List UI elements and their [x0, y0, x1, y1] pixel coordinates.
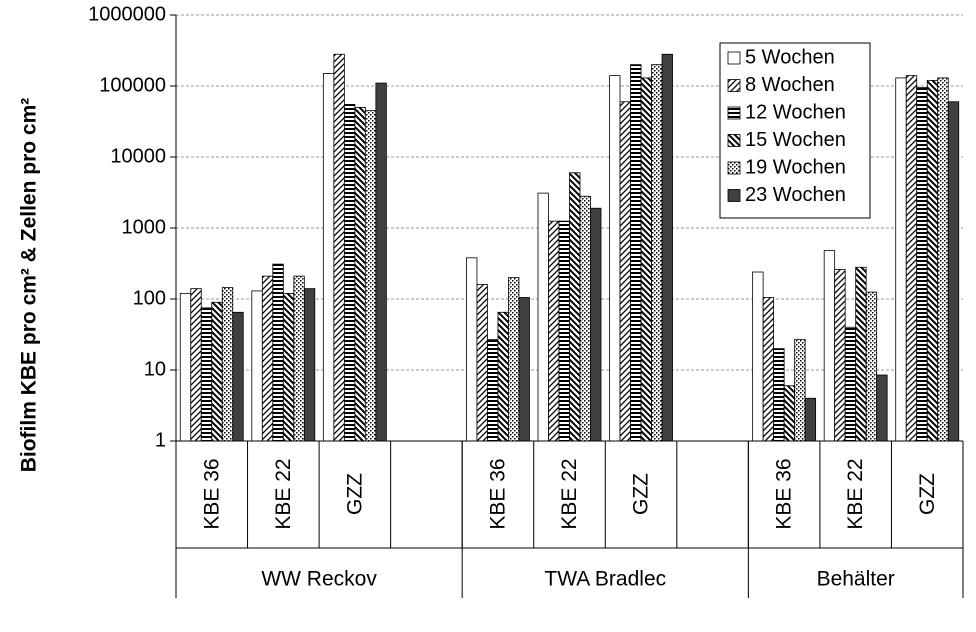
bar [783, 385, 796, 442]
bar [364, 110, 377, 442]
bar [937, 77, 949, 442]
bar [508, 277, 520, 442]
bar [773, 348, 785, 442]
bar [272, 263, 284, 442]
bar [794, 338, 806, 442]
bar [844, 326, 857, 442]
bar [200, 307, 213, 442]
bar [579, 195, 591, 442]
y-tick-label: 10000 [110, 145, 166, 167]
legend-swatch [727, 79, 741, 92]
group-label: TWA Bradlec [544, 568, 666, 591]
bar [609, 75, 621, 442]
bar [293, 275, 305, 442]
bar [558, 220, 570, 442]
bar [354, 106, 366, 442]
bar [855, 266, 867, 442]
y-tick-label: 1 [155, 429, 166, 451]
bar [476, 284, 488, 442]
bar [375, 82, 387, 442]
bar [865, 291, 878, 442]
x-tick-label: KBE 22 [844, 458, 867, 529]
y-tick-label: 1000 [122, 216, 167, 238]
legend-swatch [727, 106, 741, 120]
x-tick-label: GZZ [343, 473, 366, 515]
bar [303, 288, 316, 442]
x-tick-label: GZZ [630, 473, 653, 515]
bar [322, 73, 335, 442]
x-tick-label: KBE 22 [558, 458, 581, 529]
bar [590, 207, 602, 442]
bar [752, 271, 764, 442]
bar [343, 104, 356, 442]
bar [190, 288, 202, 442]
group-label: WW Reckov [261, 568, 377, 591]
group-label: Behälter [817, 568, 895, 591]
y-tick-label: 1000000 [88, 3, 166, 25]
bar [282, 292, 295, 442]
bar [548, 220, 560, 442]
y-tick-label: 100000 [99, 74, 166, 96]
bar [487, 338, 499, 442]
bar [926, 79, 939, 442]
legend-label: 23 Wochen [745, 184, 846, 206]
bar [251, 290, 263, 442]
legend-box [719, 42, 871, 219]
bar [895, 77, 907, 442]
bar [518, 297, 530, 442]
bar [640, 77, 652, 442]
x-tick-label: KBE 36 [487, 458, 510, 529]
bar [179, 292, 192, 442]
legend-swatch [727, 134, 741, 147]
bar [211, 301, 223, 442]
legend-label: 19 Wochen [745, 156, 846, 178]
x-tick-label: GZZ [916, 473, 939, 515]
bar [232, 311, 244, 442]
legend-label: 15 Wochen [745, 129, 846, 151]
bar [630, 64, 642, 442]
bar [947, 101, 960, 442]
bar [834, 269, 846, 442]
bar [333, 53, 345, 442]
bar [876, 374, 888, 442]
legend-swatch [727, 51, 741, 65]
x-tick-label: KBE 36 [200, 458, 223, 529]
bar [905, 75, 918, 442]
bar [619, 101, 631, 442]
bar [804, 397, 817, 442]
legend-label: 12 Wochen [745, 101, 846, 123]
bar [466, 257, 478, 442]
bar [916, 87, 928, 442]
bar [661, 53, 673, 442]
x-tick-label: KBE 22 [272, 458, 295, 529]
legend-swatch [727, 161, 741, 175]
bar [261, 275, 274, 442]
x-tick-label: KBE 36 [773, 458, 796, 529]
bar [569, 172, 581, 442]
bar [497, 311, 509, 442]
bar [762, 297, 775, 442]
bar [823, 250, 836, 442]
bar [651, 64, 663, 442]
y-tick-label: 10 [144, 358, 166, 380]
y-axis-label: Biofilm KBE pro cm² & Zellen pro cm² [18, 98, 41, 473]
legend-swatch [727, 189, 741, 202]
y-tick-label: 100 [133, 287, 166, 309]
bar [537, 192, 549, 442]
legend-label: 8 Wochen [745, 74, 835, 96]
legend-label: 5 Wochen [745, 46, 835, 68]
bar [221, 287, 234, 442]
